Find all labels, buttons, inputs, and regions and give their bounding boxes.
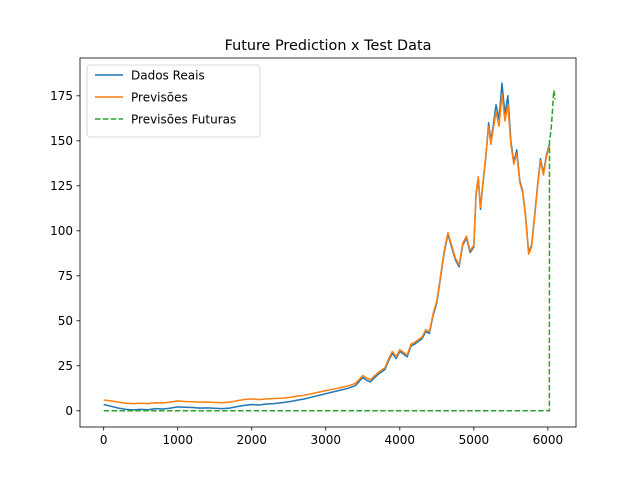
y-tick-label: 125	[50, 179, 73, 193]
legend: Dados Reais Previsões Previsões Futuras	[86, 64, 261, 138]
legend-box	[86, 64, 261, 138]
series-line-3	[103, 89, 556, 412]
plot-frame	[79, 57, 577, 428]
series-line-2	[103, 93, 551, 405]
legend-label-1: Dados Reais	[131, 68, 205, 82]
legend-label-2: Previsões	[131, 90, 188, 104]
axes-layer: 0 1000 2000 3000 4000 5000 6000 0 25 50 75 100 125 15…	[50, 57, 577, 447]
y-tick-label: 75	[58, 269, 73, 283]
x-tick-label: 0	[100, 433, 108, 447]
series-line-1	[103, 82, 551, 411]
series-layer	[103, 82, 556, 412]
y-tick-label: 25	[58, 359, 73, 373]
chart-title: Future Prediction x Test Data	[225, 38, 432, 54]
plot-area	[103, 82, 556, 412]
legend-label-3: Previsões Futuras	[131, 112, 236, 126]
x-tick-label: 4000	[385, 433, 416, 447]
x-tick-label: 3000	[311, 433, 342, 447]
x-tick-label: 1000	[162, 433, 193, 447]
x-tick-label: 6000	[533, 433, 564, 447]
y-tick-label: 100	[50, 224, 73, 238]
x-tick-label: 5000	[459, 433, 490, 447]
y-tick-label: 175	[50, 89, 73, 103]
y-tick-label: 50	[58, 314, 73, 328]
x-tick-label: 2000	[236, 433, 267, 447]
y-tick-label: 150	[50, 134, 73, 148]
y-tick-label: 0	[65, 404, 73, 418]
